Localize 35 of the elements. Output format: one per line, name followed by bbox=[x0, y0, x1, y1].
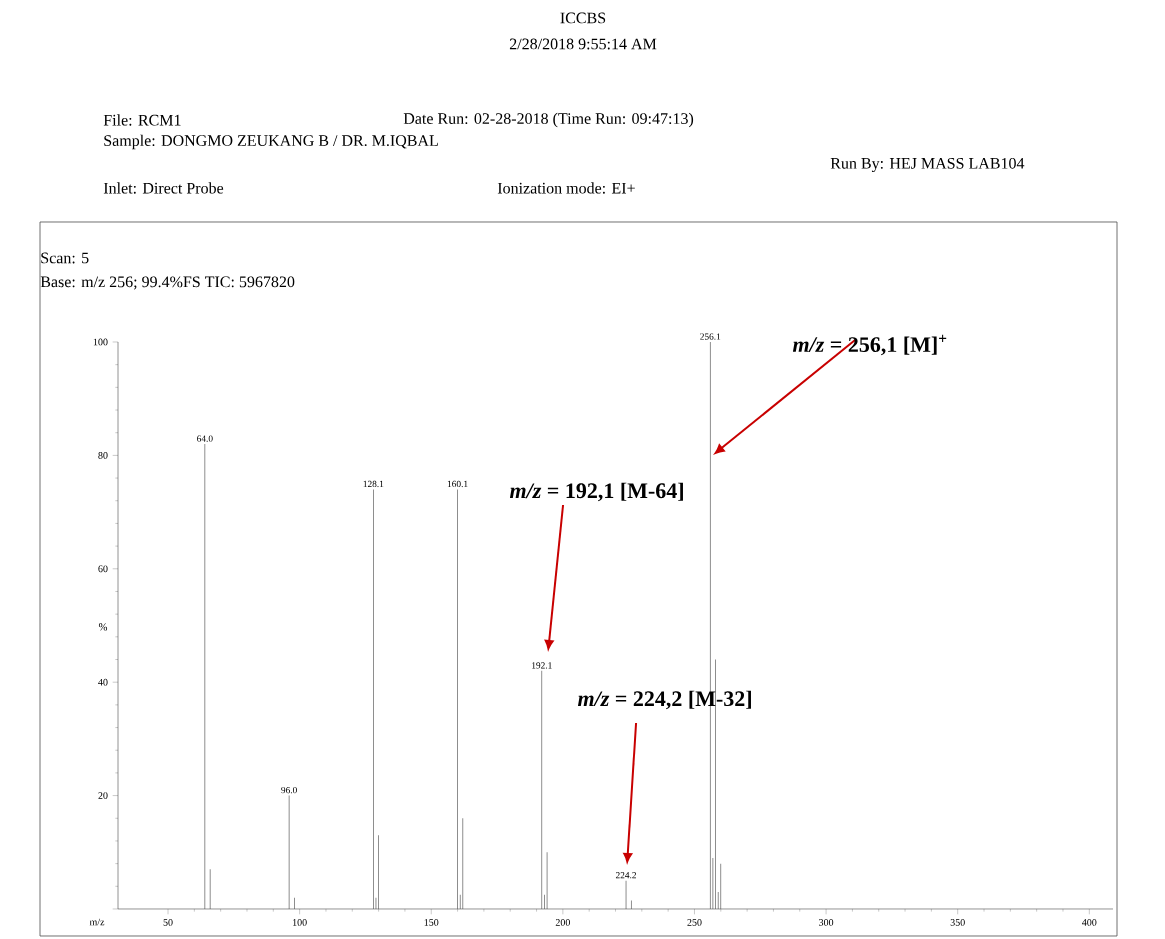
text: Date Run: 02-28-2018 (Time Run: 09:47:13) bbox=[403, 112, 694, 128]
text: Run By: HEJ MASS LAB104 bbox=[830, 157, 1025, 173]
annotation: 160.1 bbox=[447, 480, 468, 488]
y-tick-label: 80 bbox=[98, 452, 108, 459]
annotation: 224.2 bbox=[615, 872, 637, 879]
annotation: 64.0 bbox=[197, 435, 213, 442]
annotation: 128.1 bbox=[363, 480, 384, 488]
text: Scan: 5 bbox=[41, 252, 89, 264]
x-tick-label: 350 bbox=[950, 919, 965, 926]
annotation: 256.1 bbox=[700, 333, 721, 340]
annotation: m/z = 192,1 [M-64] bbox=[509, 482, 683, 502]
y-tick-label: 100 bbox=[93, 338, 108, 346]
annotation: 96.0 bbox=[281, 786, 297, 794]
y-tick-label: 20 bbox=[98, 792, 108, 799]
x-tick-label: 300 bbox=[819, 919, 834, 926]
y-tick-label: 40 bbox=[98, 678, 108, 686]
text: Ionization mode: EI+ bbox=[497, 182, 635, 194]
chart-subtitle: 2/28/2018 9:55:14 AM bbox=[509, 38, 657, 50]
x-tick-label: 200 bbox=[555, 919, 570, 926]
text: Sample: DONGMO ZEUKANG B / DR. M.IQBAL bbox=[104, 134, 438, 150]
annotation: 192.1 bbox=[532, 662, 552, 669]
text: File: RCM1 bbox=[103, 114, 181, 126]
text: Inlet: Direct Probe bbox=[103, 182, 224, 194]
x-tick-label: 50 bbox=[163, 919, 173, 926]
annotation: m/z = 256,1 [M]$^{+}$ bbox=[792, 334, 947, 356]
y-axis-title: % bbox=[98, 623, 108, 631]
x-tick-label: 100 bbox=[293, 919, 307, 926]
y-tick-label: 60 bbox=[98, 565, 108, 573]
x-tick-label: 150 bbox=[424, 919, 439, 926]
x-tick-label: 250 bbox=[687, 919, 702, 926]
x-axis-title: m/z bbox=[89, 918, 105, 926]
chart-title: ICCBS bbox=[560, 12, 606, 24]
x-tick-label: 400 bbox=[1082, 919, 1097, 926]
annotation: m/z = 224,2 [M-32] bbox=[577, 690, 751, 710]
text: Base: m/z 256; 99.4%FS TIC: 5967820 bbox=[40, 276, 295, 290]
